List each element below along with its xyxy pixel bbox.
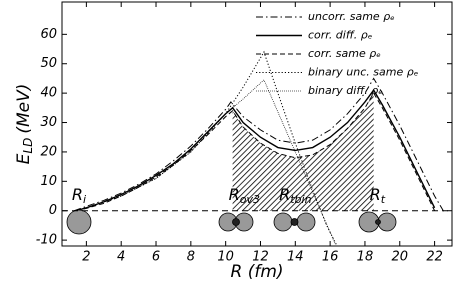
x-tick-label: 20: [391, 250, 408, 265]
y-tick-label: 50: [40, 56, 57, 71]
x-tick-label: 10: [217, 250, 234, 265]
y-tick-label: 10: [40, 174, 57, 189]
x-tick-label: 2: [82, 250, 90, 265]
y-label-sub: LD: [21, 138, 35, 154]
annotation: Rt: [370, 185, 386, 207]
annotation-sub: t: [381, 193, 386, 206]
nucleus-icons: [67, 210, 396, 234]
legend-label: uncorr. same ρₑ: [308, 10, 395, 23]
x-tick-label: 22: [426, 250, 443, 265]
y-label-main: E: [14, 153, 34, 164]
annotation-main: R: [279, 185, 290, 204]
y-axis-label: ELD (MeV): [14, 84, 35, 165]
annotation-sub: ov3: [240, 193, 260, 206]
annotation-sub: tbin: [290, 193, 311, 206]
x-tick-label: 8: [187, 250, 195, 265]
annotation-main: R: [229, 185, 240, 204]
legend-label: binary diff. ρₑ: [308, 84, 383, 97]
y-tick-label: 0: [49, 203, 57, 218]
y-tick-label: 60: [40, 27, 57, 42]
x-tick-label: 12: [252, 250, 269, 265]
y-tick-label: 40: [40, 86, 57, 101]
x-tick-label: 4: [117, 250, 125, 265]
legend-label: corr. same ρₑ: [308, 47, 381, 60]
legend-label: binary unc. same ρₑ: [308, 66, 419, 79]
y-label-unit: (MeV): [14, 84, 34, 134]
x-tick-label: 18: [357, 250, 374, 265]
legend-label: corr. diff. ρₑ: [308, 29, 373, 42]
series-line: [74, 52, 337, 246]
y-tick-label: 30: [40, 115, 57, 130]
x-tick-label: 16: [322, 250, 339, 265]
annotation: Ri: [72, 185, 86, 207]
annotation-main: R: [72, 185, 83, 204]
x-tick-label: 14: [287, 250, 304, 265]
annotation-main: R: [370, 185, 381, 204]
y-tick-label: 20: [40, 144, 57, 159]
y-tick-label: -10: [36, 233, 57, 248]
x-axis-label: R (fm): [230, 262, 283, 282]
annotation-sub: i: [83, 193, 86, 206]
chart: R (fm) ELD (MeV) -10 0 10 20 30 40 50 60 2 4 6 8 10 12…: [0, 0, 454, 285]
x-tick-label: 6: [152, 250, 160, 265]
